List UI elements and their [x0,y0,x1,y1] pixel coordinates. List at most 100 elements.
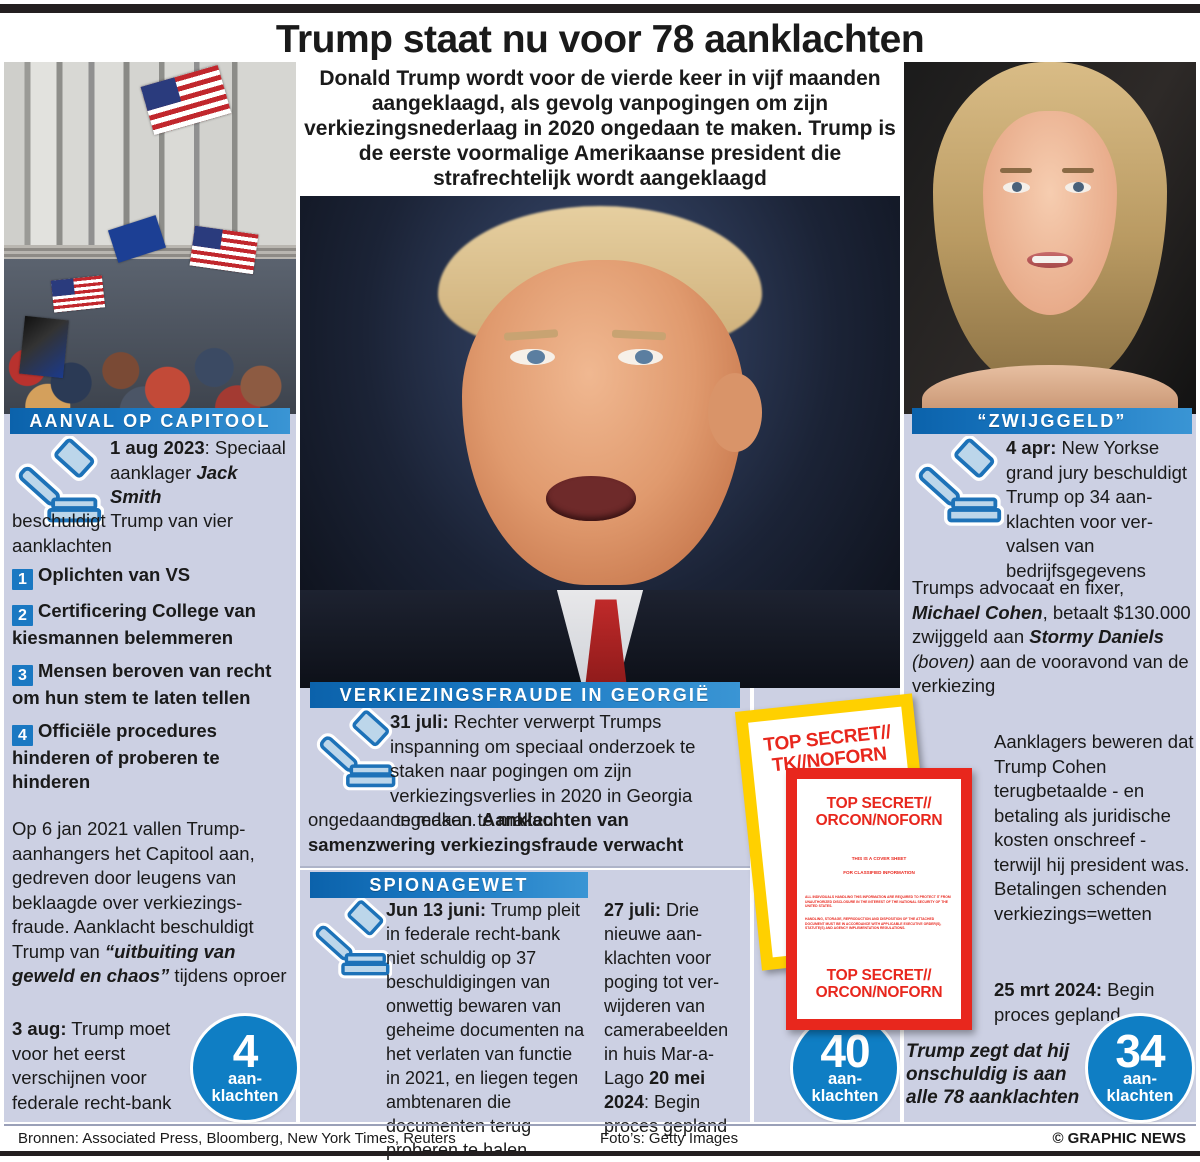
stormy-shoulders [921,364,1179,414]
trump-eye-left [510,348,555,366]
ts-red-header2: ORCON/NOFORN [815,812,943,829]
charge-text: Mensen beroven van recht om hun stem te … [12,660,272,708]
cover-sheet-inner: TOP SECRET// ORCON/NOFORN THIS IS A COVE… [797,779,961,1019]
stormy-eyebrow-right [1061,167,1094,173]
charge-text: Certificering College van kiesmannen bel… [12,600,256,648]
capitol-body-b: tijdens oproer [169,965,287,986]
bottom-rule [0,1151,1200,1156]
hush-p2-paren: (boven) [912,650,975,672]
cover-sheet-notice-line2: FOR CLASSIFIED INFORMATION [843,870,915,875]
charge-count-label-line2: klachten [1106,1087,1174,1105]
charge-count-badge-4: 4 aan- klachten [193,1016,297,1120]
capitol-body-quote: “uitbuiting van geweld en chaos” [12,940,236,987]
georgia-tail-a: ongedaan te maken. [308,809,482,830]
hush-lead-indent: 4 apr: New Yorkse grand jury beschuldigt… [1006,436,1192,583]
capitol-p2-date: 3 aug: [12,1018,67,1039]
charge-count-label-line2: klachten [211,1087,279,1105]
stormy-eye-right [1064,181,1091,193]
georgia-lead-date: 31 juli: [390,711,449,732]
masthead: Trump staat nu voor 78 aanklachten [0,18,1200,62]
charge-number-badge: 4 [12,725,33,746]
ts-red-footer1: TOP SECRET// [826,967,932,984]
espionage-lead-indent: Jun 13 juni: Trump pleit in federale rec… [386,898,586,1162]
hush-cohen-paragraph: Trumps advocaat en fixer, Michael Cohen,… [912,576,1194,699]
gavel-icon [8,436,104,532]
charge-count-number: 40 [820,1025,870,1077]
espionage-side-date: 27 juli: [604,900,662,920]
gavel-icon [306,898,392,984]
trump-mouth [546,476,636,521]
hush-prosecutors-paragraph: Aanklagers beweren dat Trump Cohen terug… [994,731,1194,924]
top-secret-footer-red: TOP SECRET// ORCON/NOFORN [797,967,961,1001]
ts-red-header1: TOP SECRET// [826,795,932,812]
hush-p4-date: 25 mrt 2024: [994,979,1102,1000]
section-title-hush: “ZWIJGGELD” [912,408,1192,434]
charge-count-label-line1: aan- [228,1070,262,1088]
hush-name-cohen: Michael Cohen [912,601,1043,623]
capitol-lead-rest: : Speciaal aanklager [110,437,286,483]
cover-sheet-fineprint-2: HANDLING, STORAGE, REPRODUCTION AND DISP… [805,917,942,931]
hush-p4-rest: Begin proces gepland [994,979,1155,1025]
hush-lead-date: 4 apr: [1006,437,1057,458]
stormy-eyebrow-left [1000,167,1033,173]
top-secret-header-red: TOP SECRET// ORCON/NOFORN [797,795,961,829]
footer-photo-credit: Foto’s: Getty Images [600,1130,739,1147]
section-title-capitol: AANVAL OP CAPITOOL [10,408,290,434]
trump-face [462,259,744,585]
hush-name-stormy: Stormy Daniels [1029,626,1164,647]
georgia-expected-charges: Aanklachten van samenzwering verkiezings… [308,809,684,855]
section-title-espionage: SPIONAGEWET [310,872,588,898]
charge-count-label-line2: klachten [811,1087,879,1105]
espionage-lead-rest: Trump pleit in federale recht-bank niet … [386,900,585,1160]
trump-ear [708,373,762,452]
capitol-body-a: Op 6 jan 2021 vallen Trump-aanhangers he… [12,818,255,962]
gavel-icon [310,708,398,796]
list-item: 4 Officiële procedures hinderen of prober… [12,719,292,794]
georgia-lead-rest: Rechter verwerpt Trumps inspanning om sp… [390,711,696,830]
charge-text: Oplichten van VS [38,564,191,585]
charge-count-badge-34: 34 aan- klachten [1088,1016,1192,1120]
capitol-p2-rest: Trump moet voor het eerst verschijnen vo… [12,1018,172,1113]
espionage-side-rest: Drie nieuwe aan-klachten voor poging tot… [604,900,729,1088]
charge-number-badge: 3 [12,665,33,686]
charge-number-badge: 1 [12,569,33,590]
standfirst: Donald Trump wordt voor de vierde keer i… [304,67,896,190]
capitol-charge-list: 1 Oplichten van VS 2 Certificering College… [12,563,292,803]
capitol-lead-indent: 1 aug 2023: Speciaal aanklager Jack Smit… [110,436,292,510]
espionage-trial-rest: : Begin proces gepland [604,1092,728,1136]
cover-sheet-notice: THIS IS A COVER SHEET FOR CLASSIFIED INF… [807,855,951,876]
section-title-georgia: VERKIEZINGSFRAUDE IN GEORGIË [310,682,740,708]
capitol-lead-date: 1 aug 2023 [110,437,205,458]
georgia-spy-divider [300,866,750,868]
innocence-statement: Trump zegt dat hij onschuldig is aan all… [906,1041,1080,1108]
us-flag-icon [50,275,106,313]
hush-p2-a: Trumps advocaat en fixer, [912,577,1125,598]
hush-trial-date: 25 mrt 2024: Begin proces gepland [994,978,1194,1027]
charge-count-number: 4 [232,1025,259,1077]
espionage-side-column: 27 juli: Drie nieuwe aan-klachten voor p… [604,898,746,1138]
photo-capitol-attack [4,62,296,414]
footer-sources: Bronnen: Associated Press, Bloomberg, Ne… [18,1130,456,1147]
capitol-lead-name: Jack Smith [110,461,238,508]
page-title: Trump staat nu voor 78 aanklachten [275,18,925,61]
section-capitol-attack [4,414,296,1122]
capitol-lead-tail: beschuldigt Trump van vier aanklachten [12,510,234,556]
georgia-lead-tail: ongedaan te maken. Aanklachten van samen… [308,808,742,857]
stormy-eye-left [1003,181,1030,193]
charge-count-number: 34 [1115,1025,1165,1077]
list-item: 1 Oplichten van VS [12,563,292,590]
classified-cover-sheet-red: TOP SECRET// ORCON/NOFORN THIS IS A COVE… [786,768,972,1030]
stormy-teeth [1032,256,1068,264]
capitol-first-appearance: 3 aug: Trump moet voor het eerst verschi… [12,1017,192,1115]
stormy-face [982,111,1118,316]
charge-count-label-line1: aan- [828,1070,862,1088]
gavel-icon [908,436,1004,532]
protest-banner-icon [19,315,69,379]
footer-divider [4,1124,1196,1126]
charge-count-label-line1: aan- [1123,1070,1157,1088]
cover-sheet-notice-line1: THIS IS A COVER SHEET [851,856,907,861]
hush-p2-c: aan de vooravond van de verkiezing [912,650,1189,697]
footer-copyright: © GRAPHIC NEWS [1052,1130,1186,1147]
trump-eye-right [618,348,663,366]
